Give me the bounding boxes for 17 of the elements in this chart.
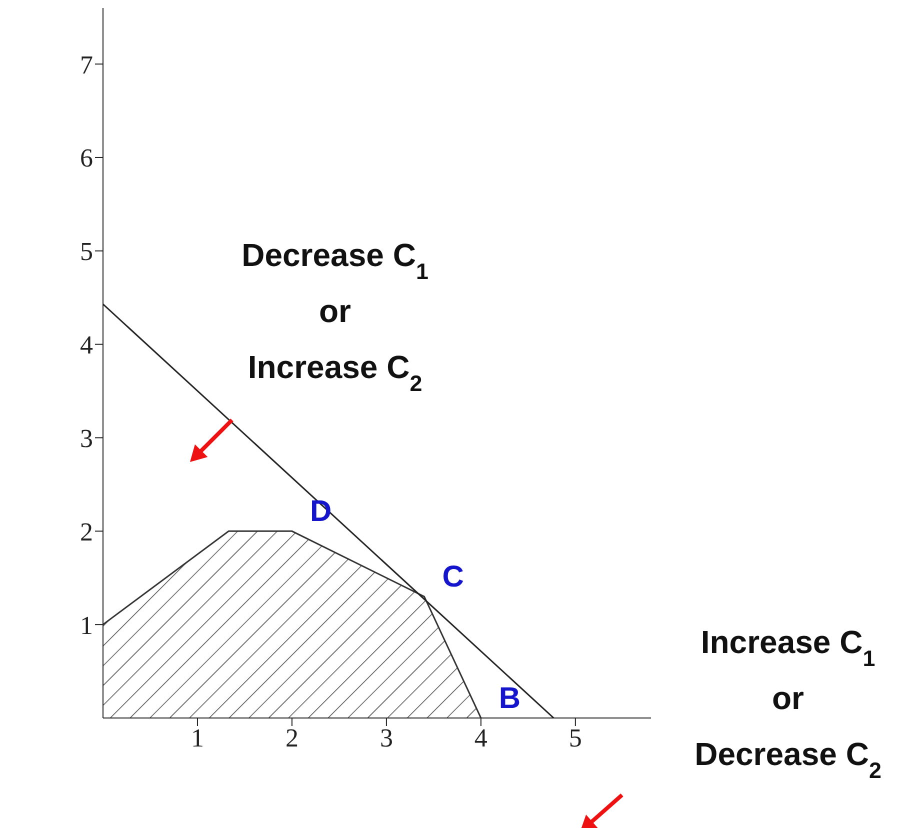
- annotation: B: [498, 682, 521, 715]
- text: Increase C$_{1}$ or Decrease C$_{2}$: [694, 624, 882, 782]
- y-tick-label: 7: [80, 50, 93, 80]
- x-tick-label: 4: [474, 723, 488, 752]
- text: Decrease C$_{1}$ or Increase C$_{2}$: [242, 237, 428, 396]
- y-tick-label: 3: [80, 424, 93, 453]
- x-tick-label: 2: [285, 723, 298, 752]
- x-tick-label: 5: [568, 723, 582, 752]
- y-tick-label: 6: [80, 144, 93, 173]
- x-tick-label: 3: [380, 723, 393, 752]
- x-tick-label: 1: [190, 723, 204, 752]
- y-tick-label: 2: [80, 517, 93, 546]
- annotation: C: [442, 560, 464, 594]
- y-tick-label: 4: [80, 330, 93, 360]
- y-tick-label: 1: [80, 610, 93, 640]
- annotation: D: [310, 495, 332, 528]
- y-tick-label: 5: [80, 237, 93, 266]
